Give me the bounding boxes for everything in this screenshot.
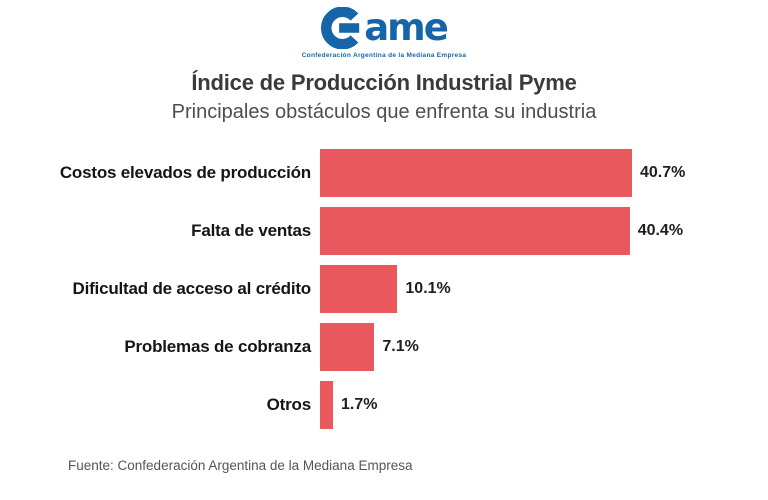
bar-chart: Costos elevados de producción 40.7% Falta … [0, 144, 768, 434]
bar-value-label: 40.7% [640, 164, 686, 181]
bar-label: Otros [266, 395, 312, 414]
came-logo-text: ame [364, 6, 449, 49]
chart-title: Índice de Producción Industrial Pyme [191, 70, 577, 95]
came-logo-wordmark: ame [321, 6, 449, 50]
came-logo: ame Confederación Argentina de la Median… [0, 6, 768, 59]
bar [320, 323, 375, 371]
bar-area: 7.1% [320, 323, 419, 371]
bar-area: 1.7% [320, 381, 377, 429]
bar [320, 381, 333, 429]
chart-row: Costos elevados de producción 40.7% [0, 144, 768, 202]
came-logo-tagline: Confederación Argentina de la Mediana Em… [301, 52, 467, 59]
bar-value-label: 40.4% [637, 222, 684, 239]
bar [320, 149, 632, 197]
bar-value-label: 1.7% [341, 396, 378, 413]
bar [320, 265, 398, 313]
bar-label: Dificultad de acceso al crédito [72, 279, 312, 298]
bar-value-label: 7.1% [382, 338, 419, 355]
bar-label: Problemas de cobranza [124, 337, 311, 356]
bar-area: 10.1% [320, 265, 451, 313]
chart-row: Problemas de cobranza 7.1% [0, 318, 768, 376]
bar-area: 40.4% [320, 207, 683, 255]
bar-label: Costos elevados de producción [59, 163, 311, 182]
chart-row: Dificultad de acceso al crédito 10.1% [0, 260, 768, 318]
chart-subtitle: Principales obstáculos que enfrenta su i… [171, 101, 597, 123]
chart-row: Falta de ventas 40.4% [0, 202, 768, 260]
bar-label: Falta de ventas [191, 221, 311, 240]
bar-area: 40.7% [320, 149, 685, 197]
bar-value-label: 10.1% [405, 280, 451, 297]
bar [320, 207, 630, 255]
chart-row: Otros 1.7% [0, 376, 768, 434]
chart-header: Índice de Producción Industrial Pyme Pri… [0, 70, 768, 124]
source-note: Fuente: Confederación Argentina de la Me… [68, 458, 413, 473]
came-logo-c-icon [321, 7, 360, 49]
